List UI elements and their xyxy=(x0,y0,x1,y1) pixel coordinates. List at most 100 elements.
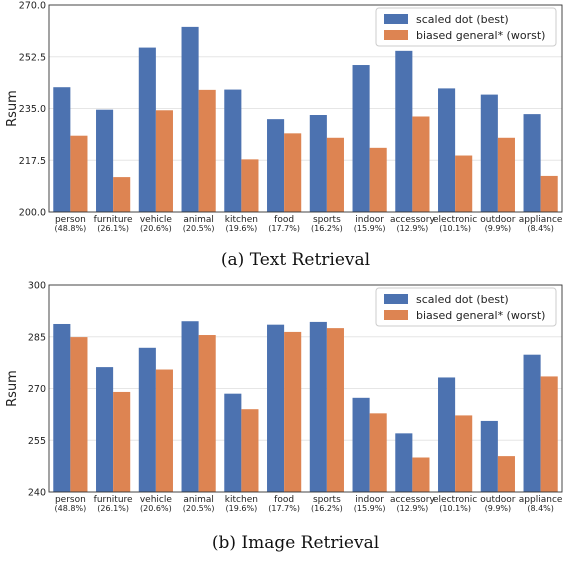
legend-box xyxy=(375,7,557,47)
bar-scaled-dot-furniture xyxy=(96,109,114,212)
x-tick-label: sports xyxy=(313,215,341,225)
x-tick-pct: (15.9%) xyxy=(354,224,386,233)
chart-text-retrieval: 200.0 217.5 235.0 252.5 270.0 Rsum person(48.8… xyxy=(5,1,563,271)
y-tick-label: 270.0 xyxy=(19,1,46,12)
legend-box xyxy=(375,287,557,327)
bar-biased-general-outdoor xyxy=(497,137,515,212)
x-tick-pct: (26.1%) xyxy=(97,504,129,513)
bar-biased-general-indoor xyxy=(369,413,387,492)
x-tick-label: person xyxy=(55,215,86,225)
x-tick-label: furniture xyxy=(94,215,133,225)
x-tick-pct: (17.7%) xyxy=(268,504,300,513)
bar-biased-general-person xyxy=(70,337,88,492)
x-tick-label: animal xyxy=(183,495,214,505)
bar-scaled-dot-kitchen xyxy=(224,89,242,212)
legend-label: biased general* (worst) xyxy=(416,29,545,42)
bar-scaled-dot-indoor xyxy=(352,397,370,492)
bar-biased-general-vehicle xyxy=(155,110,173,212)
x-tick-label: appliance xyxy=(519,495,563,505)
x-tick-label: kitchen xyxy=(225,495,258,505)
bar-biased-general-appliance xyxy=(540,175,558,212)
plot-frame xyxy=(48,4,563,213)
bar-biased-general-appliance xyxy=(540,376,558,492)
chart-image-retrieval: 240 255 270 285 300 Rsum person(48.8%) furnitur… xyxy=(5,281,563,554)
x-tick-label: outdoor xyxy=(480,495,515,505)
y-tick-label: 255 xyxy=(28,436,46,447)
chart-caption: (b) Image Retrieval xyxy=(212,533,379,553)
x-tick-pct: (8.4%) xyxy=(527,504,554,513)
bar-biased-general-kitchen xyxy=(241,159,259,212)
x-tick-pct: (26.1%) xyxy=(97,224,129,233)
bar-scaled-dot-person xyxy=(53,323,71,492)
x-tick-pct: (17.7%) xyxy=(268,224,300,233)
x-tick-label: electronic xyxy=(433,495,477,505)
y-tick-label: 285 xyxy=(28,332,46,343)
x-tick-pct: (20.6%) xyxy=(140,504,172,513)
x-tick-label: vehicle xyxy=(140,495,173,505)
legend-swatch xyxy=(384,310,408,320)
bar-biased-general-outdoor xyxy=(497,456,515,492)
legend-swatch xyxy=(384,30,408,40)
legend-label: scaled dot (best) xyxy=(416,293,509,306)
x-tick-pct: (20.5%) xyxy=(183,504,215,513)
bar-biased-general-accessory xyxy=(412,116,430,212)
bar-scaled-dot-vehicle xyxy=(138,347,156,492)
x-tick-pct: (19.6%) xyxy=(226,504,258,513)
bar-scaled-dot-furniture xyxy=(96,367,114,492)
x-tick-pct: (8.4%) xyxy=(527,224,554,233)
x-tick-pct: (20.6%) xyxy=(140,224,172,233)
x-tick-label: food xyxy=(274,495,294,505)
x-tick-pct: (15.9%) xyxy=(354,504,386,513)
y-tick-label: 240 xyxy=(28,488,46,499)
legend-label: scaled dot (best) xyxy=(416,13,509,26)
x-tick-label: accessory xyxy=(390,495,436,505)
bar-biased-general-vehicle xyxy=(155,369,173,492)
bar-scaled-dot-vehicle xyxy=(138,47,156,212)
x-tick-label: indoor xyxy=(355,495,384,505)
x-tick-label: person xyxy=(55,495,86,505)
x-tick-label: animal xyxy=(183,215,214,225)
bar-scaled-dot-food xyxy=(267,324,285,492)
y-axis-label: Rsum xyxy=(5,370,20,407)
bar-scaled-dot-person xyxy=(53,87,71,212)
plot-frame xyxy=(48,284,563,493)
bar-biased-general-furniture xyxy=(113,391,131,492)
bar-biased-general-indoor xyxy=(369,147,387,212)
x-tick-pct: (12.9%) xyxy=(397,504,429,513)
bar-scaled-dot-animal xyxy=(181,321,199,492)
y-axis-label: Rsum xyxy=(5,90,20,127)
x-tick-pct: (19.6%) xyxy=(226,224,258,233)
bar-biased-general-food xyxy=(284,331,302,492)
bar-scaled-dot-sports xyxy=(309,321,327,492)
x-tick-pct: (10.1%) xyxy=(439,224,471,233)
x-tick-label: vehicle xyxy=(140,215,173,225)
bar-biased-general-food xyxy=(284,133,302,212)
y-tick-label: 217.5 xyxy=(19,156,46,167)
bar-scaled-dot-electronic xyxy=(438,377,456,492)
legend: scaled dot (best) biased general* (worst) xyxy=(375,7,557,47)
bar-biased-general-sports xyxy=(326,328,344,492)
x-tick-pct: (20.5%) xyxy=(183,224,215,233)
y-tick-label: 200.0 xyxy=(19,208,46,219)
x-tick-pct: (48.8%) xyxy=(55,504,87,513)
bar-scaled-dot-animal xyxy=(181,26,199,212)
bar-scaled-dot-appliance xyxy=(523,354,541,492)
legend-swatch xyxy=(384,294,408,304)
x-tick-pct: (12.9%) xyxy=(397,224,429,233)
x-tick-pct: (9.9%) xyxy=(485,504,512,513)
y-tick-label: 270 xyxy=(28,384,46,395)
x-tick-label: kitchen xyxy=(225,215,258,225)
bar-scaled-dot-indoor xyxy=(352,65,370,212)
x-tick-label: furniture xyxy=(94,495,133,505)
x-tick-label: outdoor xyxy=(480,215,515,225)
bar-scaled-dot-accessory xyxy=(395,433,413,492)
bar-scaled-dot-food xyxy=(267,119,285,212)
x-tick-pct: (16.2%) xyxy=(311,224,343,233)
x-tick-label: sports xyxy=(313,495,341,505)
legend: scaled dot (best) biased general* (worst) xyxy=(375,287,557,327)
bar-biased-general-accessory xyxy=(412,457,430,492)
x-tick-pct: (16.2%) xyxy=(311,504,343,513)
x-tick-label: food xyxy=(274,215,294,225)
bar-scaled-dot-appliance xyxy=(523,114,541,212)
bar-scaled-dot-accessory xyxy=(395,50,413,213)
